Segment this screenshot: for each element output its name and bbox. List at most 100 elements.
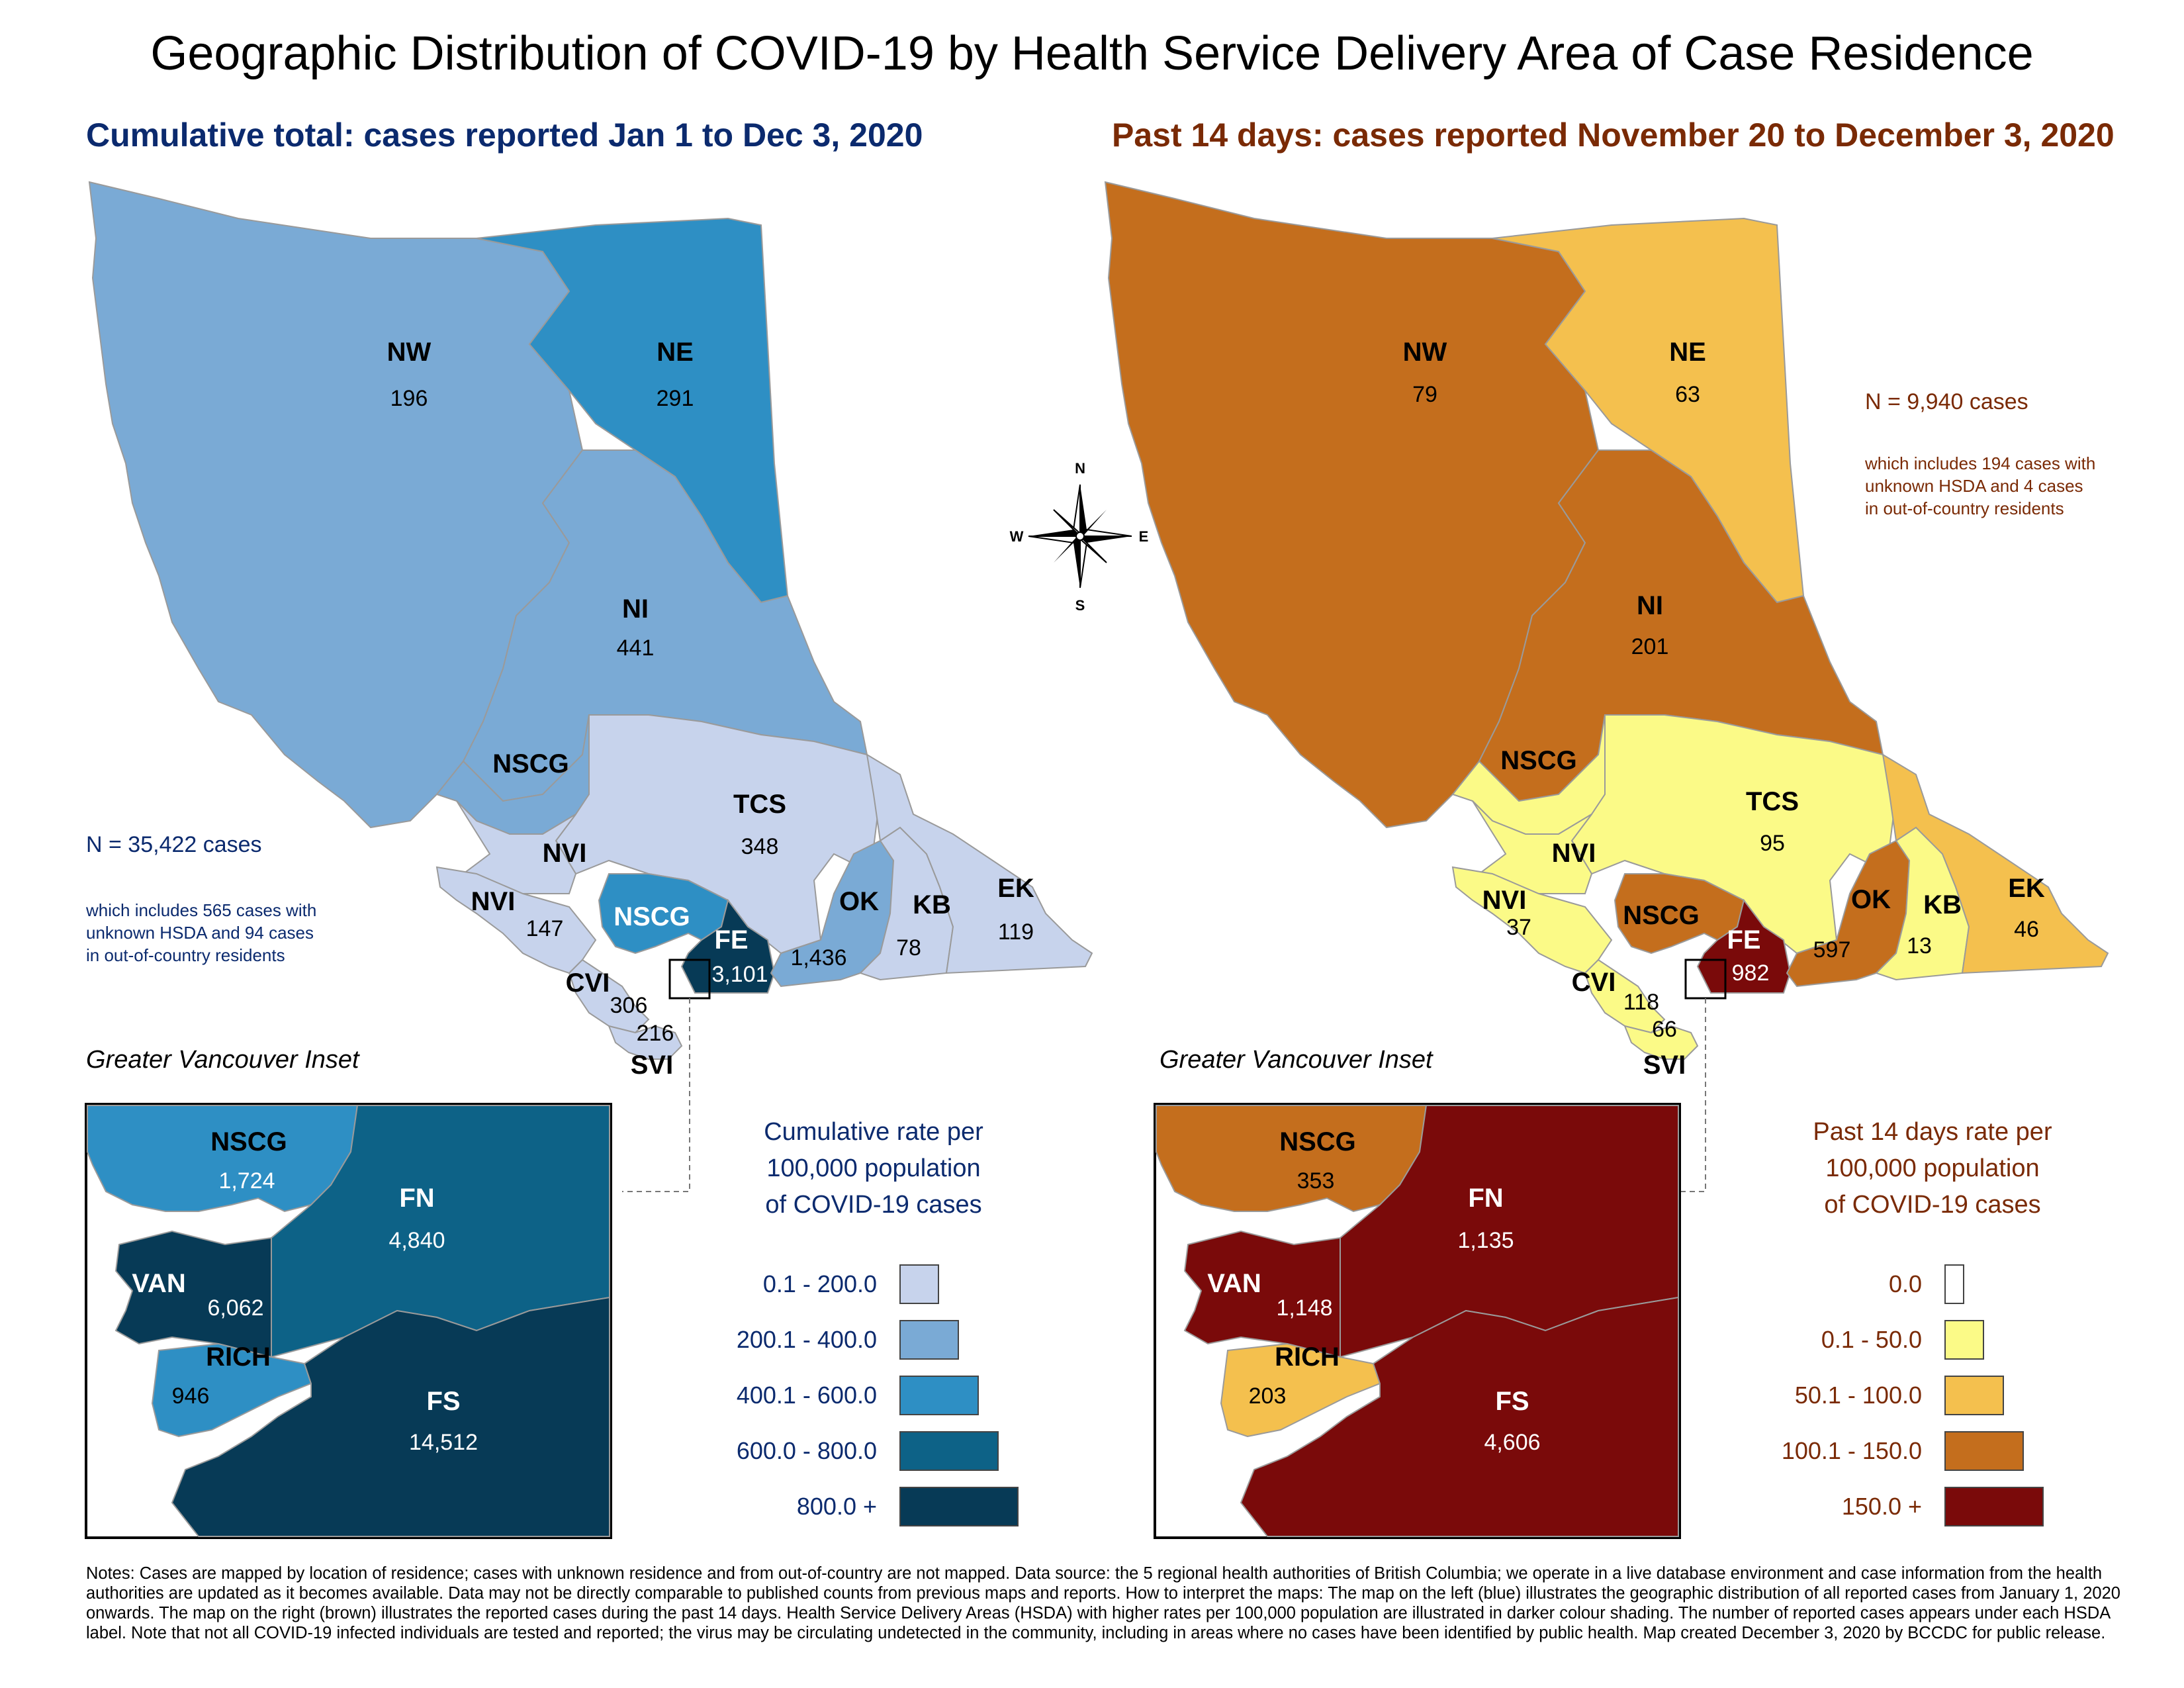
legend-label: 150.0 + [1841, 1493, 1922, 1520]
label-svi: SVI [1643, 1051, 1686, 1080]
legend-title-line: 100,000 population [1825, 1154, 2040, 1182]
value-ne: 291 [657, 386, 694, 411]
value-svi: 66 [1652, 1017, 1677, 1042]
label-nscg-lower: NSCG [614, 902, 690, 931]
legend-label: 600.0 - 800.0 [736, 1437, 877, 1464]
label-ok: OK [839, 887, 879, 916]
legend-swatch [1944, 1487, 2044, 1526]
legend-label: 800.0 + [796, 1493, 877, 1520]
inset-region-van[interactable] [114, 1230, 272, 1358]
legend-label: 0.0 [1888, 1270, 1922, 1297]
inset-region-rich[interactable] [151, 1342, 312, 1438]
region-nvi-island[interactable] [435, 866, 597, 974]
value-ek: 46 [2014, 917, 2039, 942]
cumulative-inset-title: Greater Vancouver Inset [86, 1046, 359, 1074]
inset-region-rich[interactable] [1220, 1342, 1381, 1438]
inset-value-fs: 4,606 [1484, 1430, 1540, 1455]
value-ne: 63 [1675, 382, 1700, 407]
cumulative-inset-map: NSCG 1,724 FN 4,840 VAN 6,062 RICH 946 F… [85, 1103, 612, 1539]
legend-swatch [899, 1320, 959, 1360]
inset-label-nscg: NSCG [210, 1127, 287, 1156]
legend-title-line: of COVID-19 cases [765, 1191, 982, 1219]
label-ne: NE [1669, 338, 1706, 367]
region-nscg-lower[interactable] [598, 873, 729, 955]
inset-region-fs[interactable] [171, 1296, 610, 1537]
inset-label-fs: FS [426, 1387, 460, 1416]
region-cvi[interactable] [568, 959, 650, 1034]
cumulative-total-note: N = 35,422 cases [86, 832, 262, 857]
label-kb: KB [1923, 890, 1962, 919]
inset-label-rich: RICH [206, 1342, 271, 1372]
inset-label-van: VAN [1207, 1269, 1261, 1298]
inset-label-fs: FS [1495, 1387, 1529, 1416]
region-cvi[interactable] [1584, 959, 1666, 1034]
label-fe: FE [714, 925, 748, 955]
label-cvi: CVI [1572, 968, 1616, 997]
legend-label: 400.1 - 600.0 [736, 1382, 877, 1409]
inset-label-fn: FN [1468, 1184, 1503, 1213]
cumulative-detail-note: which includes 565 cases with unknown HS… [86, 899, 316, 966]
legend-item: 0.1 - 200.0 [698, 1264, 1019, 1304]
legend-item: 0.0 [1743, 1264, 2044, 1304]
value-ok: 1,436 [790, 945, 846, 970]
region-svi[interactable] [608, 1025, 683, 1060]
value-nvi: 37 [1506, 915, 1531, 940]
compass-e: E [1139, 528, 1149, 545]
label-tcs: TCS [733, 790, 786, 819]
inset-value-van: 6,062 [207, 1295, 263, 1321]
inset-value-nscg: 1,724 [218, 1168, 275, 1194]
legend-item: 100.1 - 150.0 [1743, 1431, 2044, 1471]
inset-value-fn: 1,135 [1457, 1228, 1514, 1253]
label-nvi-north: NVI [1552, 839, 1596, 868]
region-ek[interactable] [866, 753, 1093, 974]
value-nvi: 147 [526, 916, 564, 941]
label-nvi-north: NVI [543, 839, 587, 868]
page-title: Geographic Distribution of COVID-19 by H… [150, 27, 2034, 80]
inset-label-fn: FN [399, 1184, 434, 1213]
legend-label: 0.1 - 50.0 [1821, 1326, 1922, 1353]
value-nw: 79 [1412, 382, 1437, 407]
label-nscg: NSCG [492, 749, 569, 778]
inset-region-nscg[interactable] [87, 1105, 359, 1213]
value-ni: 201 [1631, 634, 1669, 659]
note-line: in out-of-country residents [1865, 498, 2064, 518]
value-tcs: 348 [741, 834, 779, 859]
note-line: which includes 565 cases with [86, 900, 317, 920]
region-ek[interactable] [1882, 753, 2109, 974]
inset-label-van: VAN [132, 1269, 185, 1298]
compass-w: W [1010, 528, 1024, 545]
past14-legend-items: 0.0 0.1 - 50.0 50.1 - 100.0 100.1 - 150.… [1743, 1264, 2044, 1526]
legend-item: 600.0 - 800.0 [698, 1431, 1019, 1471]
legend-swatch [1944, 1320, 1984, 1360]
label-ek: EK [997, 874, 1034, 903]
legend-swatch [899, 1487, 1019, 1526]
value-kb: 78 [896, 935, 921, 961]
inset-label-rich: RICH [1275, 1342, 1340, 1372]
region-nvi-island[interactable] [1451, 866, 1613, 974]
value-fe: 982 [1732, 961, 1770, 986]
value-ek: 119 [998, 919, 1034, 945]
note-line: unknown HSDA and 4 cases [1865, 476, 2083, 496]
inset-value-rich: 203 [1249, 1383, 1287, 1409]
value-ni: 441 [617, 635, 655, 661]
legend-item: 800.0 + [698, 1487, 1019, 1526]
inset-value-fs: 14,512 [409, 1430, 478, 1455]
label-ne: NE [657, 338, 694, 367]
legend-item: 400.1 - 600.0 [698, 1376, 1019, 1415]
compass-s: S [1075, 597, 1085, 614]
region-svi[interactable] [1623, 1025, 1699, 1060]
note-line: in out-of-country residents [86, 945, 285, 965]
value-cvi: 306 [610, 993, 648, 1018]
legend-swatch [899, 1431, 999, 1471]
past14-legend: Past 14 days rate per 100,000 population… [1787, 1114, 2078, 1223]
label-kb: KB [913, 890, 951, 919]
inset-region-fs[interactable] [1240, 1296, 1679, 1537]
inset-region-van[interactable] [1183, 1230, 1341, 1358]
legend-item: 150.0 + [1743, 1487, 2044, 1526]
label-fe: FE [1727, 925, 1760, 955]
inset-region-nscg[interactable] [1156, 1105, 1428, 1213]
region-nscg-lower[interactable] [1614, 873, 1745, 955]
compass-n: N [1075, 460, 1085, 477]
label-nw: NW [387, 338, 432, 367]
